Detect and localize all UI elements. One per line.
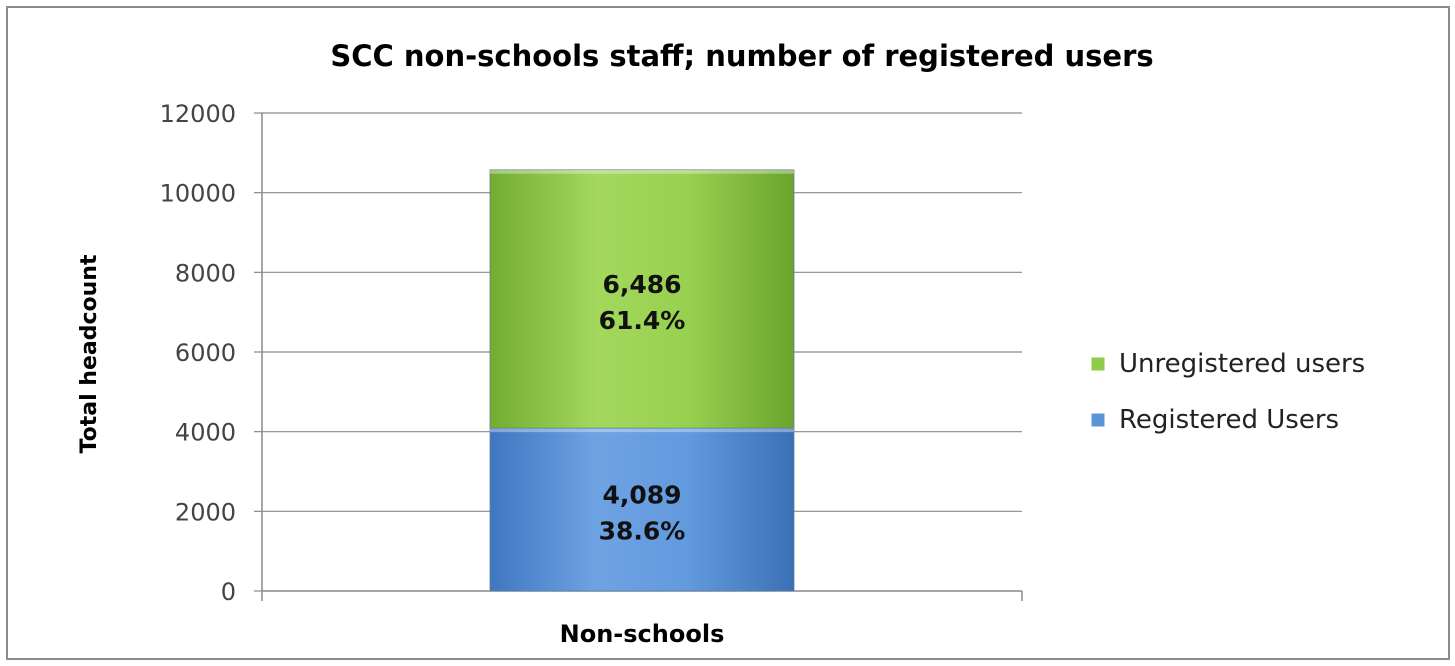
bar-segment-highlight [490,428,794,433]
y-tick-label: 4000 [175,419,236,447]
data-label-value: 4,089 [602,481,681,510]
data-label-percent: 61.4% [599,306,686,335]
legend-swatch [1090,356,1106,372]
y-tick-label: 8000 [175,259,236,287]
y-tick-label: 2000 [175,498,236,526]
chart-title: SCC non-schools staff; number of registe… [330,39,1153,73]
legend-swatch [1090,412,1106,428]
y-tick-label: 12000 [160,100,236,128]
y-tick-label: 6000 [175,339,236,367]
data-labels: 4,089 38.6% 6,486 61.4% [599,270,686,546]
bar-segment-unregistered-users [489,169,795,429]
bar-segment-registered-users [489,427,795,592]
legend-item-label: Registered Users [1119,405,1339,435]
legend: Unregistered users Registered Users [1090,349,1365,435]
y-axis-label: Total headcount [77,254,102,453]
x-category-label: Non-schools [560,620,725,648]
data-label-percent: 38.6% [599,517,686,546]
legend-item-label: Unregistered users [1119,349,1365,379]
axes: 0 2000 4000 6000 8000 10000 12000 Non-schools [160,100,1023,648]
bar-segment-highlight [490,169,794,174]
bars [489,169,795,592]
data-label-value: 6,486 [602,270,681,299]
y-tick-label: 0 [221,578,236,606]
y-tick-label: 10000 [160,180,236,208]
